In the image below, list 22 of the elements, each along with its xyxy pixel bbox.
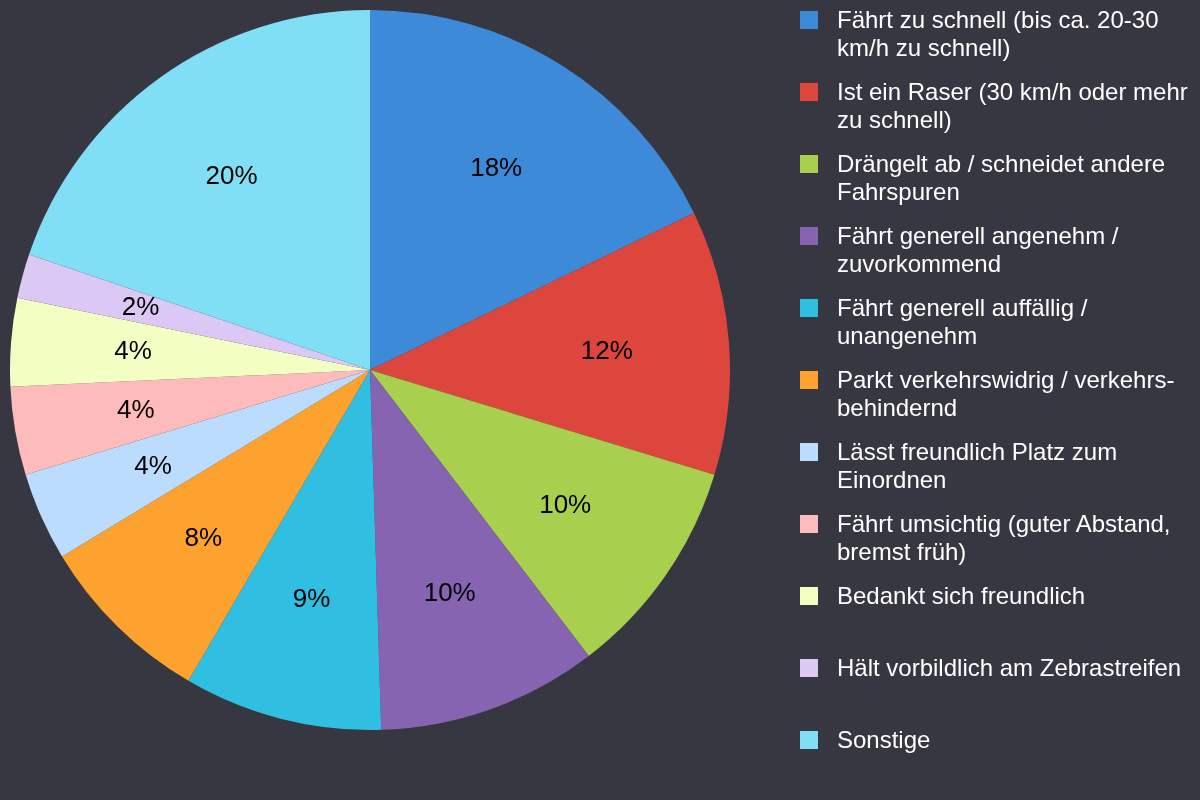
data-label: 4% [117,393,155,424]
data-label: 18% [470,151,523,182]
legend-label: Parkt verkehrswidrig / verkehrs-behindernd [837,366,1176,422]
data-label: 8% [184,522,223,553]
legend-label: Drängelt ab / schneidet andere Fahrspuren [837,150,1167,206]
legend-label: Lässt freundlich Platz zum Einordnen [837,438,1119,494]
legend-label: Fährt zu schnell (bis ca. 20-30 km/h zu schnell) [837,6,1160,62]
data-label: 10% [539,488,592,519]
data-label: 10% [423,577,476,607]
legend-label: Hält vorbildlich am Zebrastreifen [837,654,1182,682]
data-label: 9% [292,583,331,614]
legend-label: Fährt generell auffällig / unangenehm [837,294,1089,350]
data-label: 20% [205,160,258,191]
data-label: 4% [114,334,152,365]
legend-label: Ist ein Raser (30 km/h oder mehr zu schnell) [837,78,1189,134]
data-label: 4% [134,450,172,481]
legend-label: Fährt umsichtig (guter Abstand, bremst früh) [837,510,1172,566]
legend-label: Bedankt sich freundlich [837,582,1086,610]
data-label: 2% [121,291,160,322]
legend-label: Sonstige [837,726,931,754]
data-label: 12% [580,334,633,365]
legend-label: Fährt generell angenehm / zuvorkommend [837,222,1120,278]
